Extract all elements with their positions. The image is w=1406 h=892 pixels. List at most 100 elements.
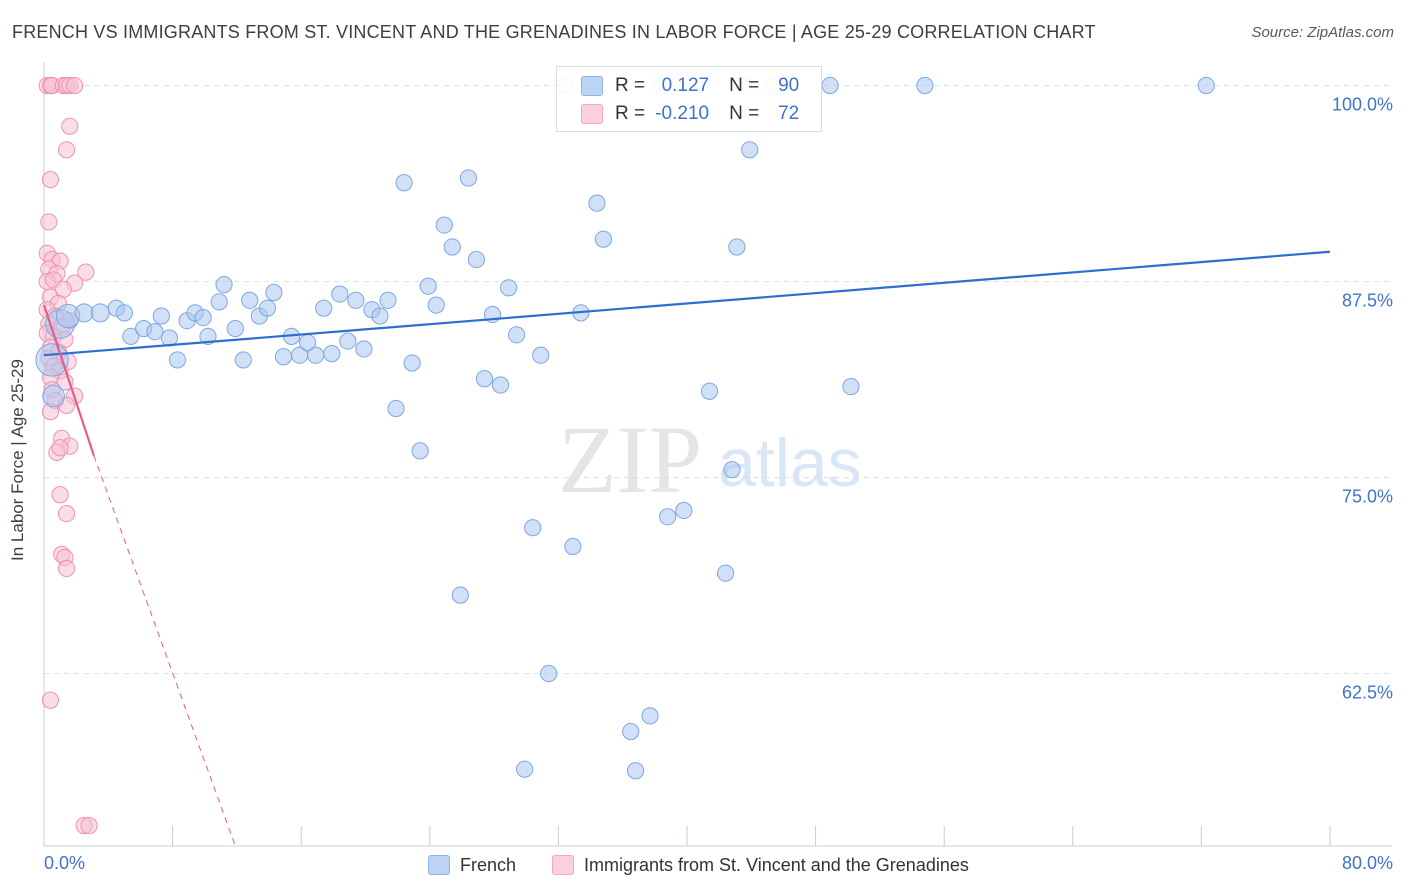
french-point <box>443 238 461 256</box>
y-axis-label: In Labor Force | Age 25-29 <box>8 359 27 561</box>
watermark: ZIP atlas <box>558 406 862 513</box>
bottom-legend-label-french: French <box>460 854 517 875</box>
french-point <box>1197 76 1215 95</box>
french-point <box>508 326 526 344</box>
y-tick-label: 100.0% <box>1332 95 1393 115</box>
french-point <box>594 230 613 248</box>
legend-swatch-french <box>581 76 603 96</box>
french-point <box>35 343 69 377</box>
immigrants-point <box>57 504 76 523</box>
chart-title: FRENCH VS IMMIGRANTS FROM ST. VINCENT AN… <box>12 22 1096 42</box>
french-point <box>524 519 542 537</box>
legend-n-value-french: 90 <box>778 75 800 96</box>
french-point <box>419 277 437 295</box>
french-point <box>42 384 65 408</box>
french-point <box>532 346 550 364</box>
bottom-legend-swatch-immigrants <box>552 855 574 875</box>
y-tick-label: 75.0% <box>1342 487 1393 507</box>
french-point <box>315 299 333 317</box>
watermark-zip: ZIP <box>558 406 702 513</box>
legend-n-label: N = <box>729 103 760 124</box>
immigrants-point <box>57 559 76 578</box>
french-point <box>588 194 606 212</box>
french-point <box>741 141 759 159</box>
legend-r-label: R = <box>615 103 646 124</box>
french-point <box>622 722 640 741</box>
french-point <box>355 340 373 358</box>
immigrants-points <box>38 76 98 835</box>
correlation-legend: R = 0.127 N = 90 R = -0.210 N = 72 <box>556 66 822 132</box>
immigrants-point <box>77 263 95 281</box>
french-point <box>821 76 839 95</box>
french-point <box>451 586 469 604</box>
immigrants-point <box>41 691 60 709</box>
french-point <box>842 377 860 396</box>
immigrants-point <box>51 439 69 457</box>
french-point <box>427 296 445 314</box>
french-point <box>379 291 397 309</box>
legend-r-label: R = <box>615 75 646 96</box>
legend-n-value-immigrants: 72 <box>778 103 800 124</box>
french-point <box>467 250 486 269</box>
immigrants-point <box>80 817 98 835</box>
immigrants-trend-line <box>42 304 95 456</box>
immigrants-point <box>40 213 58 231</box>
french-point <box>387 399 405 418</box>
french-point <box>641 707 659 725</box>
bottom-legend-immigrants[interactable]: Immigrants from St. Vincent and the Gren… <box>552 852 969 878</box>
french-point <box>323 345 341 363</box>
bottom-legend-swatch-french <box>428 855 450 875</box>
legend-row-immigrants: R = -0.210 N = 72 <box>581 100 799 128</box>
watermark-atlas: atlas <box>718 425 862 501</box>
immigrants-point <box>65 76 84 95</box>
y-tick-label: 62.5% <box>1342 683 1393 703</box>
french-point <box>459 169 477 187</box>
french-point <box>723 461 741 479</box>
french-point <box>475 370 494 388</box>
french-point <box>226 319 244 338</box>
french-point <box>540 664 558 683</box>
immigrants-trend-extension <box>93 455 236 847</box>
french-point <box>411 442 429 460</box>
french-point <box>210 293 228 311</box>
french-point <box>516 760 534 778</box>
french-point <box>274 348 293 366</box>
immigrants-point <box>61 117 79 135</box>
french-point <box>258 299 277 317</box>
french-point <box>199 327 217 345</box>
gridlines <box>44 85 1392 675</box>
french-point <box>403 354 421 372</box>
french-point <box>435 216 453 234</box>
french-point <box>916 76 934 95</box>
french-point <box>728 238 746 256</box>
immigrants-point <box>51 486 69 504</box>
bottom-legend-french[interactable]: French <box>428 852 516 878</box>
french-point <box>90 303 110 323</box>
french-point <box>74 303 94 323</box>
french-trend-line <box>43 250 1331 357</box>
french-point <box>347 291 365 309</box>
legend-row-french: R = 0.127 N = 90 <box>581 72 799 100</box>
legend-r-value-french: 0.127 <box>661 75 710 96</box>
french-point <box>241 291 259 309</box>
legend-r-value-immigrants: -0.210 <box>655 103 710 124</box>
legend-swatch-immigrants <box>581 104 603 124</box>
french-point <box>307 346 325 364</box>
french-point <box>115 304 133 322</box>
french-point <box>265 283 283 302</box>
source-credit: Source: ZipAtlas.com <box>1251 24 1394 41</box>
french-point <box>395 174 413 192</box>
immigrants-point <box>41 171 60 189</box>
french-point <box>716 564 735 582</box>
x-tick-label-max: 80.0% <box>1342 853 1393 873</box>
legend-n-label: N = <box>729 75 760 96</box>
french-point <box>659 508 677 526</box>
french-point <box>499 279 518 297</box>
french-point <box>215 276 233 294</box>
french-point <box>146 323 164 341</box>
french-point <box>339 332 357 350</box>
french-point <box>194 308 212 327</box>
french-point <box>371 307 389 325</box>
y-tick-label: 87.5% <box>1342 291 1393 311</box>
french-point <box>122 327 140 345</box>
